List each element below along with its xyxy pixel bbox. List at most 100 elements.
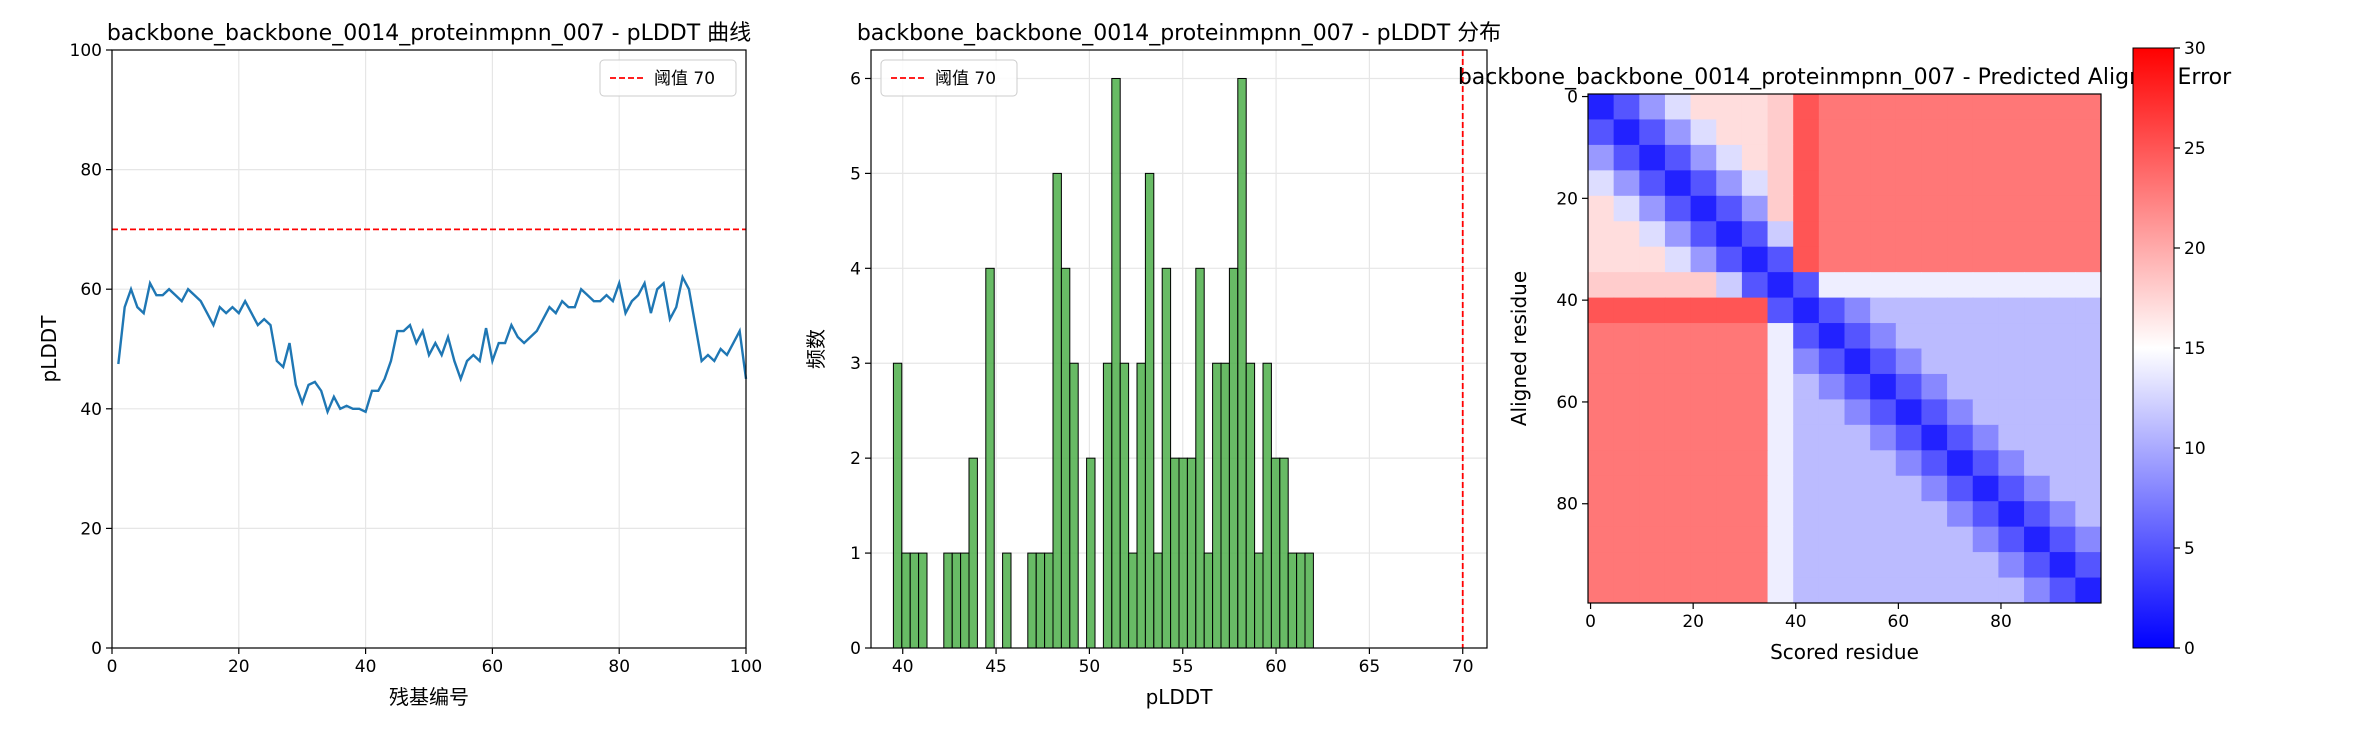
heatmap-cell bbox=[1895, 144, 1922, 171]
heatmap-cell bbox=[2049, 246, 2076, 273]
heatmap-cell bbox=[1998, 246, 2025, 273]
heatmap-cell bbox=[1613, 348, 1640, 375]
bar bbox=[960, 552, 970, 649]
heatmap-cell bbox=[1741, 424, 1769, 451]
heatmap-cell bbox=[2049, 450, 2076, 477]
heatmap-cell bbox=[1639, 526, 1666, 553]
x-tick-label: 100 bbox=[730, 657, 762, 677]
y-tick-label: 0 bbox=[91, 639, 102, 659]
heatmap-cell bbox=[1895, 323, 1922, 349]
heatmap-cell bbox=[1664, 348, 1692, 375]
legend-box bbox=[880, 59, 1018, 97]
heatmap-cell bbox=[2075, 475, 2102, 502]
heatmap-cell bbox=[1998, 221, 2025, 248]
heatmap-cell bbox=[1947, 348, 1974, 375]
bar bbox=[1270, 457, 1281, 649]
heatmap-cell bbox=[1818, 552, 1845, 579]
heatmap-cell bbox=[1870, 501, 1897, 528]
heatmap-cell bbox=[1972, 297, 1999, 324]
heatmap-cell bbox=[1767, 424, 1794, 451]
heatmap-cell bbox=[1870, 144, 1897, 171]
heatmap-cell bbox=[1818, 323, 1845, 349]
chart-title: backbone_backbone_0014_proteinmpnn_007 -… bbox=[857, 21, 1501, 46]
heatmap-cell bbox=[1741, 323, 1769, 349]
heatmap-cell bbox=[2024, 170, 2051, 197]
y-tick-label: 3 bbox=[850, 354, 861, 374]
bar bbox=[943, 552, 953, 649]
heatmap-cell bbox=[2049, 94, 2076, 120]
y-tick-label: 1 bbox=[850, 544, 861, 564]
heatmap-cell bbox=[1998, 526, 2025, 553]
heatmap-cell bbox=[1844, 450, 1871, 477]
heatmap-cell bbox=[1870, 577, 1897, 604]
heatmap-cell bbox=[1793, 526, 1820, 553]
heatmap-cell bbox=[1741, 577, 1769, 604]
bar bbox=[901, 552, 911, 649]
heatmap-cell bbox=[1844, 577, 1871, 604]
heatmap-cell bbox=[1716, 94, 1743, 120]
heatmap-cell bbox=[2049, 170, 2076, 197]
heatmap-cell bbox=[1793, 221, 1820, 248]
heatmap-cell bbox=[2075, 424, 2102, 451]
heatmap-cell bbox=[1972, 246, 1999, 273]
heatmap-cell bbox=[1716, 195, 1743, 222]
heatmap-cell bbox=[1844, 323, 1871, 349]
y-tick-label: 40 bbox=[1556, 291, 1578, 311]
heatmap-cell bbox=[1818, 144, 1845, 171]
heatmap-cell bbox=[1947, 272, 1974, 299]
heatmap-cell bbox=[1613, 170, 1640, 197]
heatmap-cell bbox=[1767, 526, 1794, 553]
bar bbox=[1228, 267, 1239, 649]
heatmap-cell bbox=[1895, 450, 1922, 477]
heatmap-cell bbox=[1716, 119, 1743, 146]
heatmap-cell bbox=[1613, 297, 1640, 324]
heatmap-cell bbox=[1998, 450, 2025, 477]
heatmap-cell bbox=[1870, 373, 1897, 400]
heatmap-cell bbox=[1870, 297, 1897, 324]
bar bbox=[1254, 552, 1264, 649]
heatmap-cell bbox=[1921, 119, 1948, 146]
heatmap-cell bbox=[1690, 552, 1717, 579]
heatmap-cell bbox=[1895, 170, 1922, 197]
heatmap-cell bbox=[1741, 119, 1769, 146]
y-tick-label: 80 bbox=[1556, 495, 1578, 515]
heatmap-cell bbox=[1972, 526, 1999, 553]
heatmap-cell bbox=[1767, 94, 1794, 120]
heatmap-cell bbox=[1895, 94, 1922, 120]
bar bbox=[1060, 267, 1071, 649]
heatmap-cell bbox=[1870, 170, 1897, 197]
y-axis-label: 频数 bbox=[804, 329, 828, 369]
heatmap-cell bbox=[1716, 323, 1743, 349]
heatmap-cell bbox=[1870, 526, 1897, 553]
heatmap-cell bbox=[1818, 424, 1845, 451]
heatmap-cell bbox=[1613, 577, 1640, 604]
heatmap-cell bbox=[2024, 195, 2051, 222]
heatmap-cell bbox=[1895, 552, 1922, 579]
y-axis-label: Aligned residue bbox=[1507, 271, 1531, 426]
colorbar-tick-label: 0 bbox=[2184, 639, 2195, 659]
heatmap-cell bbox=[2075, 399, 2102, 426]
heatmap-cell bbox=[1818, 348, 1845, 375]
bar bbox=[1203, 552, 1214, 649]
heatmap-cell bbox=[1921, 297, 1948, 324]
heatmap-cell bbox=[1818, 373, 1845, 400]
heatmap-cell bbox=[1664, 323, 1692, 349]
colorbar-tick-label: 20 bbox=[2184, 239, 2206, 259]
heatmap-cell bbox=[1972, 323, 1999, 349]
heatmap-cell bbox=[1588, 552, 1615, 579]
heatmap-cell bbox=[1818, 272, 1845, 299]
heatmap-cell bbox=[1639, 195, 1666, 222]
heatmap-cell bbox=[1998, 195, 2025, 222]
heatmap-cell bbox=[1947, 119, 1974, 146]
heatmap-cell bbox=[1716, 501, 1743, 528]
heatmap-cell bbox=[1947, 144, 1974, 171]
bar bbox=[1161, 267, 1172, 649]
y-tick-label: 20 bbox=[80, 519, 102, 539]
heatmap-cell bbox=[1947, 552, 1974, 579]
heatmap-cell bbox=[1793, 272, 1820, 299]
x-tick-label: 55 bbox=[1172, 657, 1194, 677]
heatmap-cell bbox=[1972, 424, 1999, 451]
legend-label: 阈值 70 bbox=[654, 69, 715, 89]
heatmap-cell bbox=[1639, 399, 1666, 426]
heatmap-cell bbox=[1793, 450, 1820, 477]
